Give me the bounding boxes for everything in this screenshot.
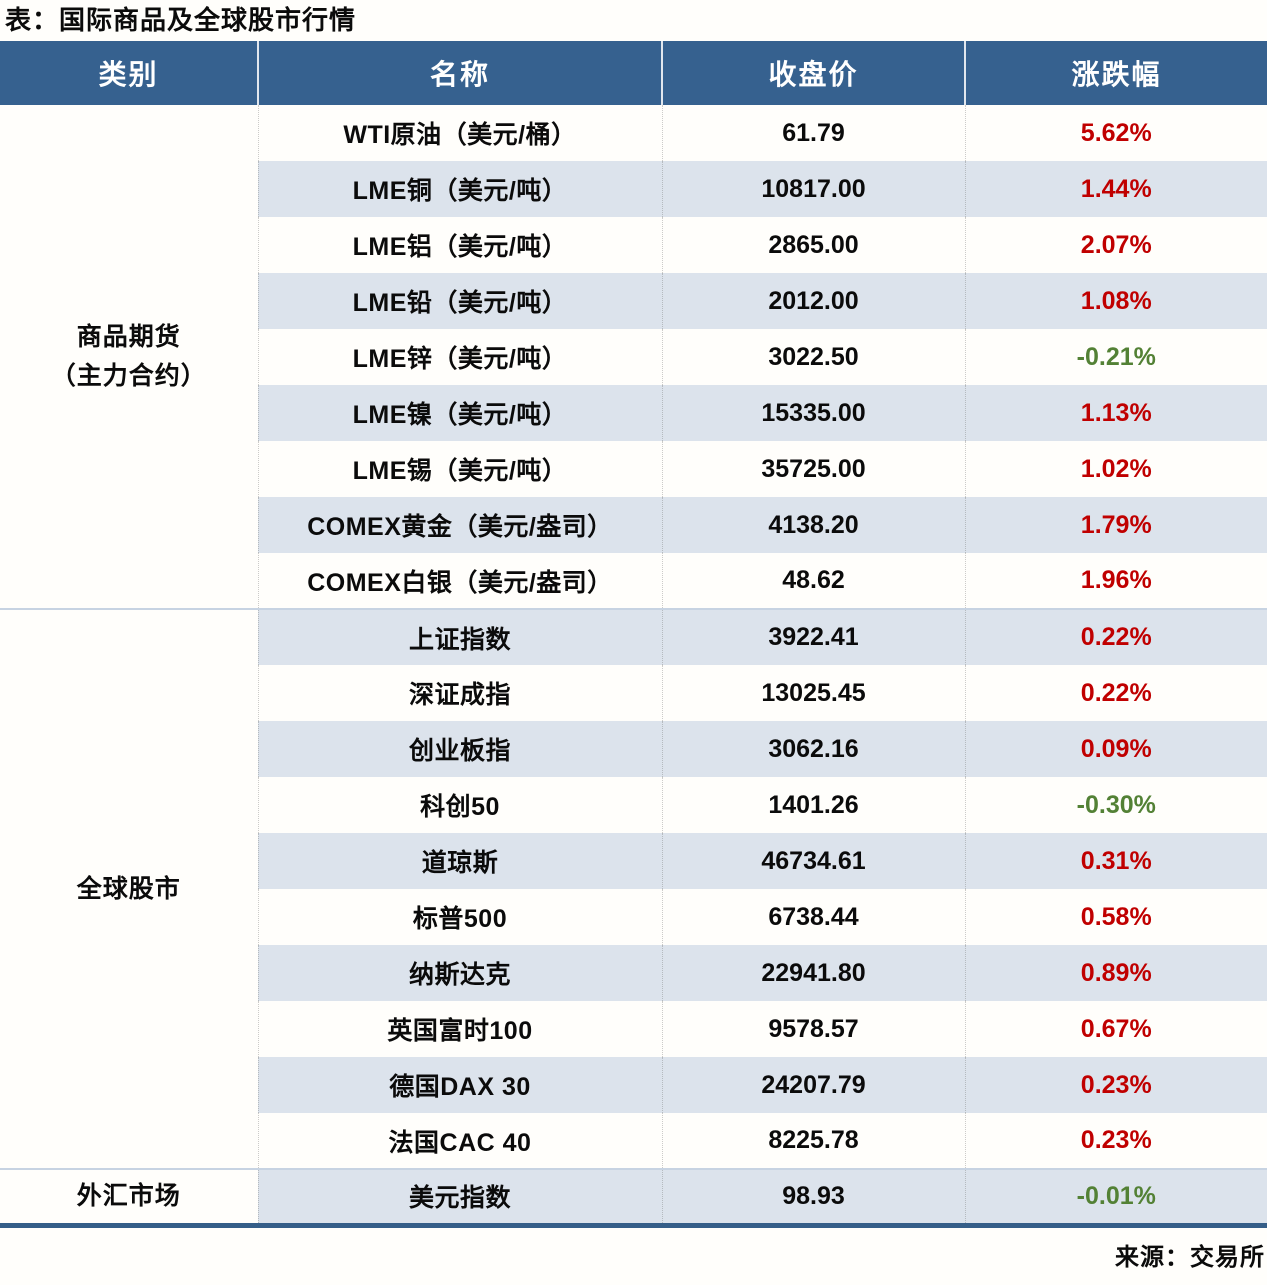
table-row: LME铅（美元/吨） 2012.00 1.08%	[0, 273, 1267, 329]
close-cell: 2865.00	[661, 217, 965, 273]
name-cell: 法国CAC 40	[257, 1113, 662, 1169]
change-cell: 0.58%	[964, 889, 1267, 945]
table-row: 深证成指 13025.45 0.22%	[0, 665, 1267, 721]
close-cell: 15335.00	[661, 385, 965, 441]
header-row: 类别 名称 收盘价 涨跌幅	[0, 41, 1267, 105]
change-cell: 0.31%	[964, 833, 1267, 889]
close-cell: 24207.79	[661, 1057, 965, 1113]
close-cell: 22941.80	[661, 945, 965, 1001]
table-row: 英国富时100 9578.57 0.67%	[0, 1001, 1267, 1057]
close-cell: 6738.44	[661, 889, 965, 945]
table-row: LME锌（美元/吨） 3022.50 -0.21%	[0, 329, 1267, 385]
close-cell: 4138.20	[661, 497, 965, 553]
category-cell: 全球股市	[0, 608, 258, 1169]
close-cell: 13025.45	[661, 665, 965, 721]
table-row: 创业板指 3062.16 0.09%	[0, 721, 1267, 777]
change-cell: 0.22%	[964, 608, 1267, 665]
name-cell: LME锌（美元/吨）	[257, 329, 662, 385]
header-cell-name: 名称	[257, 41, 662, 105]
change-cell: 0.23%	[964, 1113, 1267, 1169]
table-row: 外汇市场 美元指数 98.93 -0.01%	[0, 1168, 1267, 1225]
name-cell: LME镍（美元/吨）	[257, 385, 662, 441]
header-cell-change: 涨跌幅	[964, 41, 1267, 105]
category-cell: 商品期货 （主力合约）	[0, 105, 258, 609]
name-cell: LME铜（美元/吨）	[257, 161, 662, 217]
source-note: 来源：交易所	[1115, 1243, 1265, 1271]
category-cell: 外汇市场	[0, 1168, 258, 1225]
name-cell: 创业板指	[257, 721, 662, 777]
close-cell: 48.62	[661, 553, 965, 609]
change-cell: 2.07%	[964, 217, 1267, 273]
change-cell: 1.08%	[964, 273, 1267, 329]
close-cell: 46734.61	[661, 833, 965, 889]
change-cell: -0.01%	[964, 1168, 1267, 1225]
change-cell: 1.96%	[964, 553, 1267, 609]
table-row: 标普500 6738.44 0.58%	[0, 889, 1267, 945]
name-cell: WTI原油（美元/桶）	[257, 105, 662, 161]
change-cell: 1.02%	[964, 441, 1267, 497]
name-cell: 英国富时100	[257, 1001, 662, 1057]
header-cell-close: 收盘价	[661, 41, 965, 105]
table-row: 法国CAC 40 8225.78 0.23%	[0, 1113, 1267, 1169]
close-cell: 10817.00	[661, 161, 965, 217]
name-cell: COMEX黄金（美元/盎司）	[257, 497, 662, 553]
table-body: 商品期货 （主力合约） WTI原油（美元/桶） 61.79 5.62% LME铜（美元/…	[0, 105, 1267, 1225]
change-cell: 0.09%	[964, 721, 1267, 777]
close-cell: 2012.00	[661, 273, 965, 329]
table-row: 道琼斯 46734.61 0.31%	[0, 833, 1267, 889]
change-cell: 1.13%	[964, 385, 1267, 441]
table-header: 类别 名称 收盘价 涨跌幅	[0, 41, 1267, 105]
table-row: 科创50 1401.26 -0.30%	[0, 777, 1267, 833]
table-row: LME铜（美元/吨） 10817.00 1.44%	[0, 161, 1267, 217]
table-row: 全球股市 上证指数 3922.41 0.22%	[0, 608, 1267, 1169]
name-cell: 美元指数	[257, 1168, 662, 1225]
header-cell-category: 类别	[0, 41, 258, 105]
close-cell: 1401.26	[661, 777, 965, 833]
table-row: LME铝（美元/吨） 2865.00 2.07%	[0, 217, 1267, 273]
table-row: 商品期货 （主力合约） WTI原油（美元/桶） 61.79 5.62%	[0, 105, 1267, 609]
change-cell: 0.22%	[964, 665, 1267, 721]
change-cell: 0.23%	[964, 1057, 1267, 1113]
name-cell: LME锡（美元/吨）	[257, 441, 662, 497]
close-cell: 35725.00	[661, 441, 965, 497]
name-cell: 上证指数	[257, 608, 662, 665]
name-cell: LME铅（美元/吨）	[257, 273, 662, 329]
name-cell: LME铝（美元/吨）	[257, 217, 662, 273]
name-cell: 道琼斯	[257, 833, 662, 889]
name-cell: 德国DAX 30	[257, 1057, 662, 1113]
table-row: 德国DAX 30 24207.79 0.23%	[0, 1057, 1267, 1113]
table-row: LME镍（美元/吨） 15335.00 1.13%	[0, 385, 1267, 441]
name-cell: 纳斯达克	[257, 945, 662, 1001]
change-cell: -0.30%	[964, 777, 1267, 833]
change-cell: 5.62%	[964, 105, 1267, 161]
close-cell: 61.79	[661, 105, 965, 161]
table-row: LME锡（美元/吨） 35725.00 1.02%	[0, 441, 1267, 497]
close-cell: 8225.78	[661, 1113, 965, 1169]
table-row: 纳斯达克 22941.80 0.89%	[0, 945, 1267, 1001]
close-cell: 3022.50	[661, 329, 965, 385]
change-cell: 0.89%	[964, 945, 1267, 1001]
change-cell: 1.44%	[964, 161, 1267, 217]
change-cell: -0.21%	[964, 329, 1267, 385]
name-cell: 深证成指	[257, 665, 662, 721]
table-row: COMEX黄金（美元/盎司） 4138.20 1.79%	[0, 497, 1267, 553]
close-cell: 3062.16	[661, 721, 965, 777]
name-cell: 标普500	[257, 889, 662, 945]
close-cell: 9578.57	[661, 1001, 965, 1057]
table-row: COMEX白银（美元/盎司） 48.62 1.96%	[0, 553, 1267, 609]
change-cell: 0.67%	[964, 1001, 1267, 1057]
name-cell: COMEX白银（美元/盎司）	[257, 553, 662, 609]
name-cell: 科创50	[257, 777, 662, 833]
table-title: 表：国际商品及全球股市行情	[5, 5, 357, 35]
market-table: 类别 名称 收盘价 涨跌幅 商品期货 （主力合约） WTI原油（美元/桶） 61.7…	[0, 41, 1267, 1228]
close-cell: 98.93	[661, 1168, 965, 1225]
change-cell: 1.79%	[964, 497, 1267, 553]
close-cell: 3922.41	[661, 608, 965, 665]
